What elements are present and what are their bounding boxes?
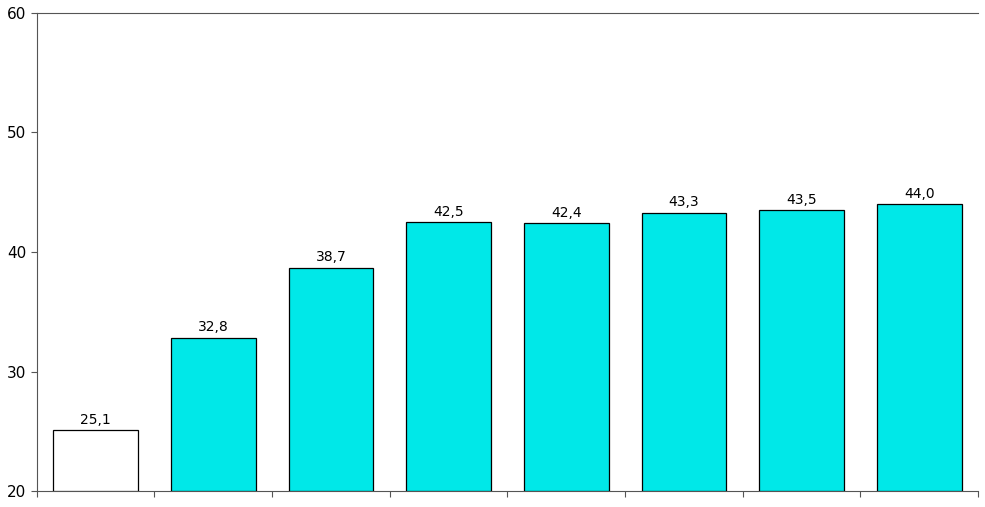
Text: 43,5: 43,5 [786,193,817,206]
Text: 42,5: 42,5 [433,204,464,219]
Bar [641,212,726,491]
Bar [170,338,255,491]
Bar [406,222,491,491]
Text: 42,4: 42,4 [551,206,581,220]
Text: 38,7: 38,7 [315,250,347,264]
Text: 32,8: 32,8 [198,320,229,335]
Bar [877,204,961,491]
Bar [289,268,373,491]
Bar [524,223,609,491]
Bar [759,210,844,491]
Text: 44,0: 44,0 [904,187,935,201]
Bar [53,430,138,491]
Text: 43,3: 43,3 [669,195,699,209]
Text: 25,1: 25,1 [80,413,111,426]
